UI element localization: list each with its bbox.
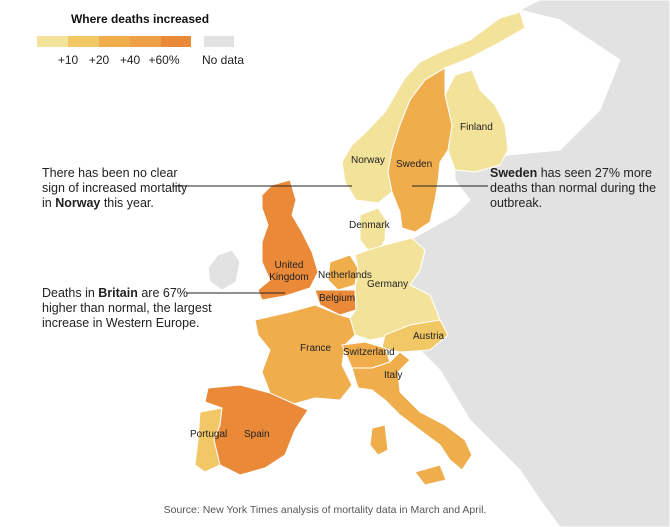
annotation-leaders	[172, 185, 488, 294]
legend-swatch-5	[161, 36, 191, 47]
label-switzerland: Switzerland	[343, 347, 395, 358]
label-united-kingdom-line2: Kingdom	[269, 272, 309, 283]
annotation-norway-country: Norway	[55, 196, 101, 210]
annotation-britain-line3: increase in Western Europe.	[42, 316, 200, 330]
country-italy-sicily	[414, 464, 447, 486]
legend-swatches	[37, 36, 234, 47]
annotation-sweden-country: Sweden	[490, 166, 538, 180]
label-france: France	[300, 343, 332, 354]
legend-swatch-1	[37, 36, 68, 47]
legend-title: Where deaths increased	[70, 12, 210, 26]
legend-tick-20: +20	[88, 53, 110, 67]
annotation-britain-country: Britain	[98, 286, 138, 300]
annotation-sweden-line1: Sweden has seen 27% more	[490, 166, 656, 181]
annotation-britain-line1: Deaths in Britain are 67%	[42, 286, 212, 301]
country-spain	[204, 384, 309, 476]
label-portugal: Portugal	[190, 429, 228, 440]
country-italy-sardinia	[369, 424, 389, 456]
label-austria: Austria	[413, 331, 445, 342]
label-sweden: Sweden	[396, 159, 433, 170]
annotation-norway-text: in	[42, 196, 56, 210]
label-germany: Germany	[367, 279, 409, 290]
legend-tick-40: +40	[119, 53, 141, 67]
legend-nodata-label: No data	[202, 53, 245, 67]
country-sweden	[387, 67, 453, 233]
annotation-britain: Deaths in Britain are 67% higher than no…	[42, 286, 212, 331]
annotation-sweden: Sweden has seen 27% more deaths than nor…	[490, 166, 656, 211]
annotation-norway-line1: There has been no clear	[42, 166, 178, 180]
legend-tick-10: +10	[57, 53, 79, 67]
annotation-norway: There has been no clear sign of increase…	[42, 166, 187, 211]
legend-swatch-3	[99, 36, 130, 47]
annotation-sweden-line3: outbreak.	[490, 196, 543, 210]
label-denmark: Denmark	[349, 220, 390, 231]
label-norway: Norway	[351, 155, 385, 166]
legend-tick-60: +60%	[148, 53, 180, 67]
country-finland	[444, 69, 509, 173]
label-united-kingdom-line1: United	[274, 260, 304, 271]
label-netherlands: Netherlands	[318, 270, 372, 281]
country-netherlands	[327, 254, 359, 291]
annotation-sweden-line2: deaths than normal during the	[490, 181, 657, 195]
legend-swatch-2	[68, 36, 99, 47]
country-italy	[351, 351, 473, 471]
label-united-kingdom: United Kingdom	[263, 260, 315, 284]
legend-swatch-4	[130, 36, 161, 47]
country-france	[254, 304, 356, 406]
annotation-britain-text-end: are 67%	[137, 286, 188, 300]
label-belgium: Belgium	[319, 293, 356, 304]
annotation-sweden-text: has seen 27% more	[537, 166, 652, 180]
label-finland: Finland	[460, 122, 493, 133]
label-spain: Spain	[244, 429, 270, 440]
country-uk	[257, 179, 319, 301]
source-note: Source: New York Times analysis of morta…	[163, 504, 487, 516]
annotation-norway-line2: sign of increased mortality	[42, 181, 188, 195]
legend-swatch-nodata	[204, 36, 234, 47]
label-italy: Italy	[384, 370, 403, 381]
annotation-britain-line2: higher than normal, the largest	[42, 301, 212, 315]
annotation-norway-text-end: this year.	[100, 196, 154, 210]
annotation-britain-text: Deaths in	[42, 286, 99, 300]
annotation-norway-line3: in Norway this year.	[42, 196, 187, 211]
nodata-ireland	[207, 249, 241, 291]
